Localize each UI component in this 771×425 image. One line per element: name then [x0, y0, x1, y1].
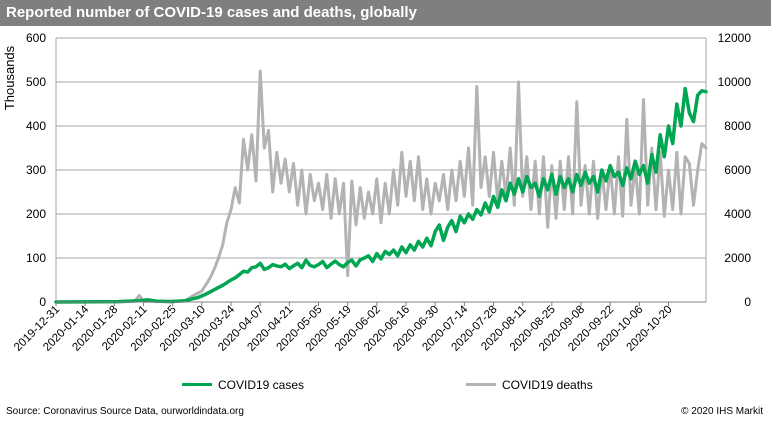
y-tick-label-left: 100 — [26, 251, 46, 265]
legend-deaths: COVID19 deaths — [466, 378, 593, 392]
series-line-cases — [54, 86, 708, 304]
source-note: Source: Coronavirus Source Data, ourworl… — [6, 406, 244, 417]
y2-tick-label-right: 8000 — [724, 119, 751, 133]
y-tick-label-left: 0 — [39, 295, 46, 309]
y-axis-label: Thousands — [2, 45, 17, 110]
chart-area: 0100200300400500600020004000600080001000… — [2, 31, 752, 354]
legend-cases: COVID19 cases — [182, 378, 304, 392]
y-tick-label-left: 400 — [26, 119, 46, 133]
series-line-deaths — [54, 69, 708, 304]
y2-tick-label-right: 12000 — [718, 31, 752, 45]
title-bar: Reported number of COVID-19 cases and de… — [0, 0, 771, 26]
y-tick-label-left: 600 — [26, 31, 46, 45]
y2-tick-label-right: 10000 — [718, 75, 752, 89]
y2-tick-label-right: 0 — [744, 295, 751, 309]
copyright-note: © 2020 IHS Markit — [681, 406, 763, 417]
legend-deaths-swatch — [466, 383, 496, 387]
legend-deaths-label: COVID19 deaths — [502, 378, 593, 392]
legend-cases-label: COVID19 cases — [218, 378, 305, 392]
y2-tick-label-right: 4000 — [724, 207, 751, 221]
y-tick-label-left: 300 — [26, 163, 46, 177]
chart-title: Reported number of COVID-19 cases and de… — [6, 4, 417, 21]
y-tick-label-left: 500 — [26, 75, 46, 89]
y2-tick-label-right: 6000 — [724, 163, 751, 177]
y2-tick-label-right: 2000 — [724, 251, 751, 265]
y-tick-label-left: 200 — [26, 207, 46, 221]
legend-cases-swatch — [182, 383, 212, 387]
